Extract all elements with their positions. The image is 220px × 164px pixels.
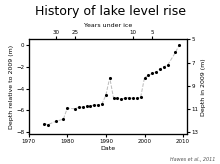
Point (73, 107, 77, 110)
Point (104, 94, 108, 96)
Point (150, 72, 154, 75)
X-axis label: Years under ice: Years under ice (84, 23, 132, 28)
Point (93, 104, 96, 106)
Text: Hawes et al., 2011: Hawes et al., 2011 (170, 157, 216, 162)
Point (174, 51, 177, 54)
Point (166, 64, 169, 66)
Y-axis label: Depth relative to 2009 (m): Depth relative to 2009 (m) (9, 45, 14, 129)
Point (66, 107, 69, 110)
Point (62, 118, 65, 121)
Point (42, 122, 46, 125)
Point (112, 97, 115, 100)
Point (100, 102, 104, 105)
Point (178, 43, 181, 46)
Point (108, 76, 112, 79)
Point (89, 105, 92, 107)
Point (139, 96, 142, 99)
Point (81, 106, 84, 108)
Point (77, 106, 81, 108)
Point (85, 105, 88, 107)
Point (119, 98, 123, 101)
Point (123, 97, 127, 99)
Point (158, 68, 162, 70)
Point (131, 97, 135, 100)
Point (127, 97, 131, 99)
Y-axis label: Depth in 2009 (m): Depth in 2009 (m) (201, 58, 206, 116)
Point (54, 120, 57, 123)
Point (147, 74, 150, 77)
Point (96, 104, 100, 106)
Point (46, 123, 50, 126)
Point (135, 97, 139, 100)
Point (116, 97, 119, 100)
Text: History of lake level rise: History of lake level rise (35, 5, 185, 18)
Point (162, 65, 166, 68)
Point (154, 71, 158, 73)
Point (143, 76, 146, 79)
X-axis label: Date: Date (100, 146, 115, 151)
